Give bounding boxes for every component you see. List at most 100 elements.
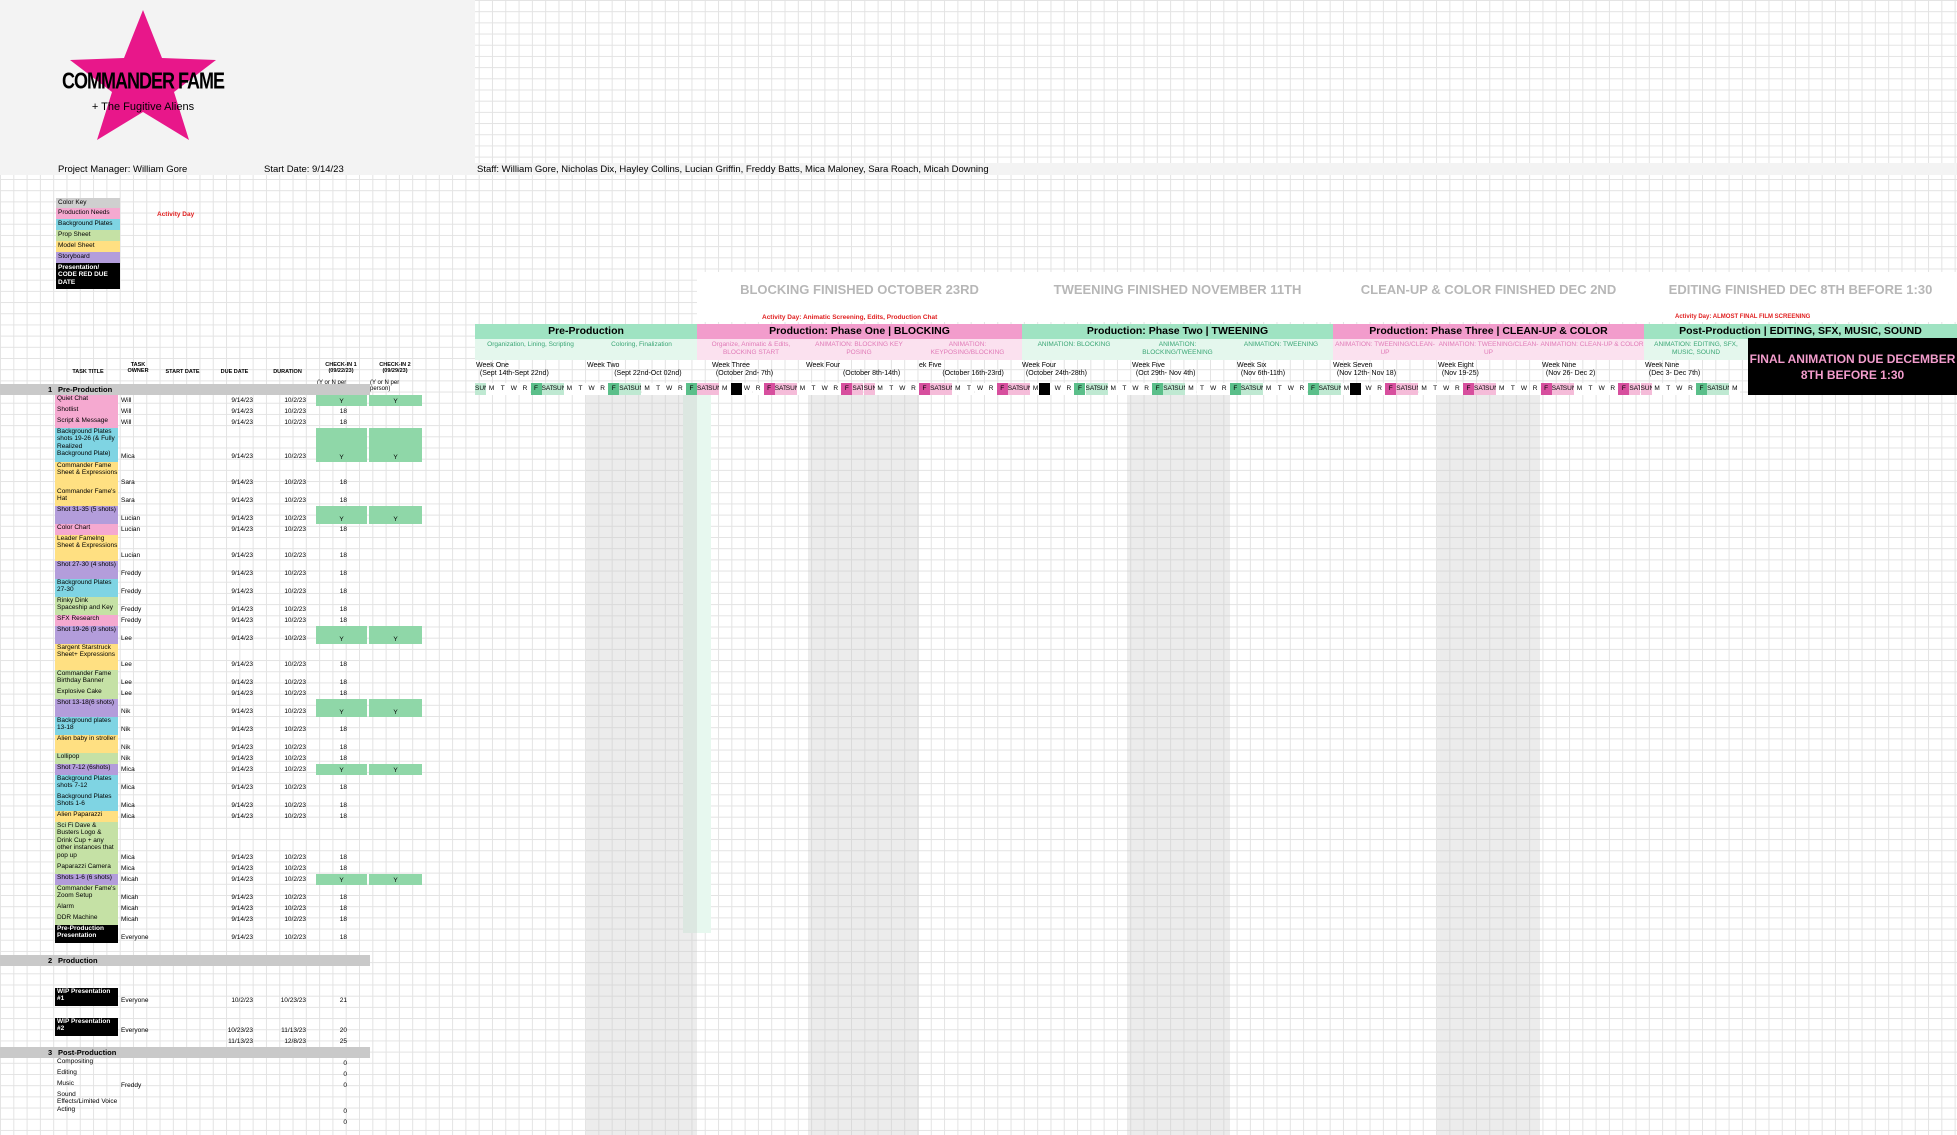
post-production-row[interactable]: Sound Effects/Limited Voice Acting 0 [55,1091,370,1117]
day-cell: W [974,383,986,395]
task-row[interactable]: Commander Fame's Zoom Setup Micah 9/14/23 1… [55,885,370,903]
checkin-1-cell[interactable]: Y [316,626,367,644]
task-duration: 18 [339,744,347,751]
subphase-label: ANIMATION: TWEENING/CLEAN-UP [1333,339,1437,360]
task-owner: Freddy [121,588,142,595]
task-row[interactable]: Alarm Micah 9/14/23 10/2/23 18 [55,903,370,914]
day-cell: T [963,383,975,395]
task-row[interactable]: Background Plates shots 7-12 Mica 9/14/23 1… [55,775,370,793]
color-key: Color Key Production Needs Background Pla… [56,198,120,289]
checkin-2-cell[interactable]: Y [369,874,422,885]
checkin-2-cell[interactable]: Y [369,395,422,406]
task-row[interactable]: Shot 31-35 (5 shots) Lucian 9/14/23 10/2/23… [55,506,370,524]
production-row[interactable]: 11/13/23 12/8/23 25 [55,1037,370,1047]
task-title: Leader Famelng Sheet & Expressions [55,535,118,561]
task-due-date: 10/2/23 [284,635,306,642]
checkin-1-cell[interactable]: Y [316,395,367,406]
task-row[interactable]: Background Plates 27-30 Freddy 9/14/23 10/2… [55,579,370,597]
post-production-row[interactable]: 0 [55,1117,370,1128]
task-row[interactable]: Explosive Cake Lee 9/14/23 10/2/23 18 [55,688,370,699]
task-due-date: 10/2/23 [284,419,306,426]
task-row[interactable]: Alien Paparazzi Mica 9/14/23 10/2/23 18 [55,811,370,822]
day-cell: M [1340,383,1352,395]
task-row[interactable]: Leader Famelng Sheet & Expressions Lucian… [55,535,370,561]
task-row[interactable]: Background Plates shots 19-26 (& Fully R… [55,428,370,462]
task-title: Shot 31-35 (5 shots) [55,506,118,524]
checkin-2-cell[interactable]: Y [369,699,422,717]
color-key-item: Production Needs [56,208,120,219]
day-cell: SAT [930,383,942,395]
task-row[interactable]: Sargent Starstruck Sheet+ Expressions Lee… [55,644,370,670]
post-production-row[interactable]: Compositing 0 [55,1058,370,1069]
task-owner: Mica [121,453,135,460]
task-title: SFX Research [55,615,118,626]
checkin-1-cell[interactable]: Y [316,874,367,885]
task-row[interactable]: SFX Research Freddy 9/14/23 10/2/23 18 [55,615,370,626]
task-row[interactable]: Pre-Production Presentation Everyone 9/14/… [55,925,370,943]
production-row[interactable]: WIP Presentation #2 Everyone 10/23/23 11/13… [55,1018,370,1036]
task-title: Compositing [57,1058,94,1065]
checkin-1-cell[interactable]: Y [316,764,367,775]
checkin-1-cell[interactable]: Y [316,699,367,717]
task-row[interactable]: Sci Fi Dave & Busters Logo & Drink Cup +… [55,822,370,863]
day-cell: SUN [1718,383,1730,395]
task-row[interactable]: Color Chart Lucian 9/14/23 10/2/23 18 [55,524,370,535]
post-production-row[interactable]: Music Freddy 0 [55,1080,370,1091]
task-row[interactable]: Alien baby in stroller Nik 9/14/23 10/2/23 1… [55,735,370,753]
task-row[interactable]: Background Plates Shots 1-6 Mica 9/14/23 10… [55,793,370,811]
milestone-day-cell [1039,383,1050,395]
production-row[interactable]: WIP Presentation #1 Everyone 10/2/23 10/23/… [55,988,370,1006]
task-title: Shot 27-30 (4 shots) [55,561,118,579]
task-row[interactable]: Commander Fame's Hat Sara 9/14/23 10/2/23 18 [55,488,370,506]
task-owner: Will [121,419,132,426]
task-title: Background Plates shots 19-26 (& Fully R… [55,428,118,462]
week-label: ek Five (October 16th-23rd) [919,362,1004,377]
task-start-date: 9/14/23 [231,588,253,595]
task-title: Pre-Production Presentation [55,925,118,943]
day-cell: SAT [774,383,786,395]
task-row[interactable]: Shot 27-30 (4 shots) Freddy 9/14/23 10/2/23… [55,561,370,579]
task-row[interactable]: Background plates 13-18 Nik 9/14/23 10/2/23… [55,717,370,735]
day-cell: SUN [1640,383,1652,395]
task-start-date: 9/14/23 [231,726,253,733]
task-due-date: 11/13/23 [281,1027,306,1034]
day-cell: SAT [697,383,709,395]
day-cell: SAT [852,383,864,395]
task-title: Background Plates 27-30 [55,579,118,597]
week-label: Week Three (October 2nd- 7th) [712,362,774,377]
task-due-date: 10/2/23 [284,690,306,697]
task-row[interactable]: Script & Message Will 9/14/23 10/2/23 18 [55,417,370,428]
task-row[interactable]: Commander Fame Sheet & Expressions Sara 9/… [55,462,370,488]
checkin-2-cell[interactable]: Y [369,428,422,462]
task-title: Background Plates shots 7-12 [55,775,118,793]
task-row[interactable]: Rinky Dink Spaceship and Key Freddy 9/14/2… [55,597,370,615]
task-due-date: 10/2/23 [284,679,306,686]
task-duration: 21 [339,997,347,1004]
task-owner: Mica [121,813,135,820]
task-row[interactable]: Paparazzi Camera Mica 9/14/23 10/2/23 18 [55,863,370,874]
task-duration: 18 [339,934,347,941]
task-start-date: 9/14/23 [231,934,253,941]
checkin-1-cell[interactable]: Y [316,428,367,462]
shaded-week [1437,395,1540,1135]
day-cell: SUN [552,383,564,395]
day-cell: F [1229,383,1241,395]
checkin-2-cell[interactable]: Y [369,626,422,644]
task-row[interactable]: Lollipop Nik 9/14/23 10/2/23 18 [55,753,370,764]
post-production-row[interactable]: Editing 0 [55,1069,370,1080]
task-duration: 18 [339,617,347,624]
task-row[interactable]: DDR Machine Micah 9/14/23 10/2/23 18 [55,914,370,925]
checkin-2-cell[interactable]: Y [369,764,422,775]
task-row[interactable]: Shotlist Will 9/14/23 10/2/23 18 [55,406,370,417]
day-cell: R [1141,383,1153,395]
checkin-1-cell[interactable]: Y [316,506,367,524]
day-cell: T [808,383,820,395]
section-pre-production: 1 Pre-Production [0,384,370,395]
checkin-2-cell[interactable]: Y [369,506,422,524]
task-owner: Lee [121,635,132,642]
task-row[interactable]: Commander Fame Birthday Banner Lee 9/14/23… [55,670,370,688]
task-duration: 18 [339,726,347,733]
project-manager: Project Manager: William Gore [58,164,188,175]
header-task-title: TASK TITLE [72,369,104,375]
